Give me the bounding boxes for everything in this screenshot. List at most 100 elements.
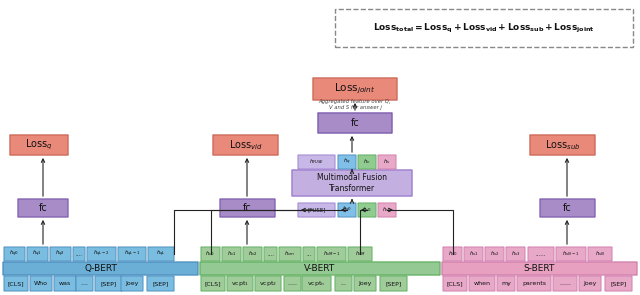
FancyBboxPatch shape <box>148 247 174 261</box>
FancyBboxPatch shape <box>553 276 577 291</box>
FancyBboxPatch shape <box>318 113 392 133</box>
Text: $h_{v2}$: $h_{v2}$ <box>248 250 257 258</box>
FancyBboxPatch shape <box>220 199 275 217</box>
Text: fc: fc <box>351 118 360 128</box>
FancyBboxPatch shape <box>348 247 372 261</box>
Text: Joey: Joey <box>583 281 596 286</box>
FancyBboxPatch shape <box>317 247 346 261</box>
Text: $h_v$: $h_v$ <box>363 158 371 166</box>
Text: $h_{s0}$: $h_{s0}$ <box>382 206 392 214</box>
FancyBboxPatch shape <box>27 247 48 261</box>
Text: ......: ...... <box>559 281 571 286</box>
FancyBboxPatch shape <box>4 276 28 291</box>
Text: [SEP]: [SEP] <box>100 281 116 286</box>
FancyBboxPatch shape <box>354 276 376 291</box>
FancyBboxPatch shape <box>556 247 586 261</box>
FancyBboxPatch shape <box>579 276 601 291</box>
FancyBboxPatch shape <box>335 9 633 47</box>
Text: [CLS]: [CLS] <box>8 281 24 286</box>
Text: fc: fc <box>243 203 252 213</box>
Text: $h_{q1}$: $h_{q1}$ <box>33 249 42 259</box>
Text: Loss$_{vid}$: Loss$_{vid}$ <box>228 138 262 152</box>
FancyBboxPatch shape <box>118 247 146 261</box>
Text: $h_{s0}$: $h_{s0}$ <box>447 250 458 258</box>
FancyBboxPatch shape <box>298 203 335 217</box>
FancyBboxPatch shape <box>588 247 612 261</box>
Text: parents: parents <box>522 281 546 286</box>
FancyBboxPatch shape <box>213 135 278 155</box>
FancyBboxPatch shape <box>358 203 376 217</box>
FancyBboxPatch shape <box>605 276 632 291</box>
Text: Loss$_{sub}$: Loss$_{sub}$ <box>545 138 580 152</box>
Text: Loss$_{q}$: Loss$_{q}$ <box>25 138 53 152</box>
Text: ....: .... <box>76 252 83 256</box>
Text: $h_{sN}$: $h_{sN}$ <box>595 250 605 258</box>
Text: vcpt$_2$: vcpt$_2$ <box>259 279 277 288</box>
FancyBboxPatch shape <box>284 276 301 291</box>
Text: Joey: Joey <box>125 281 139 286</box>
Text: ......: ...... <box>536 252 547 256</box>
FancyBboxPatch shape <box>469 276 495 291</box>
Text: ....: .... <box>267 252 274 256</box>
Text: S-BERT: S-BERT <box>524 264 555 273</box>
FancyBboxPatch shape <box>443 247 462 261</box>
Text: $h_{qL-1}$: $h_{qL-1}$ <box>124 249 140 259</box>
FancyBboxPatch shape <box>95 276 122 291</box>
FancyBboxPatch shape <box>54 276 76 291</box>
FancyBboxPatch shape <box>227 276 253 291</box>
FancyBboxPatch shape <box>338 155 356 169</box>
FancyBboxPatch shape <box>222 247 241 261</box>
Text: vcpt$_n$: vcpt$_n$ <box>307 279 326 288</box>
FancyBboxPatch shape <box>335 276 352 291</box>
Text: fc: fc <box>38 203 47 213</box>
FancyBboxPatch shape <box>528 247 554 261</box>
Text: [SEP]: [SEP] <box>385 281 402 286</box>
FancyBboxPatch shape <box>3 262 198 275</box>
Text: [CLS]: [CLS] <box>447 281 463 286</box>
Text: Loss$_{joint}$: Loss$_{joint}$ <box>335 82 376 96</box>
FancyBboxPatch shape <box>497 276 515 291</box>
FancyBboxPatch shape <box>76 276 93 291</box>
Text: V-BERT: V-BERT <box>305 264 335 273</box>
FancyBboxPatch shape <box>358 155 376 169</box>
FancyBboxPatch shape <box>338 203 356 217</box>
FancyBboxPatch shape <box>255 276 281 291</box>
FancyBboxPatch shape <box>264 247 277 261</box>
Text: $h_{qL}$: $h_{qL}$ <box>156 249 166 259</box>
Text: [SEP]: [SEP] <box>152 281 168 286</box>
FancyBboxPatch shape <box>378 203 396 217</box>
FancyBboxPatch shape <box>443 276 467 291</box>
Text: when: when <box>474 281 490 286</box>
FancyBboxPatch shape <box>298 155 335 169</box>
FancyBboxPatch shape <box>10 135 68 155</box>
Text: my: my <box>501 281 511 286</box>
Text: .....: ..... <box>287 281 298 286</box>
FancyBboxPatch shape <box>506 247 525 261</box>
Text: $\mathbf{Loss_{total} = Loss_q + Loss_{vid} + Loss_{sub} + Loss_{joint}}$: $\mathbf{Loss_{total} = Loss_q + Loss_{v… <box>373 22 595 35</box>
FancyBboxPatch shape <box>50 247 71 261</box>
Text: [CLS]: [CLS] <box>205 281 221 286</box>
Text: $h_{sN-1}$: $h_{sN-1}$ <box>563 250 580 258</box>
Text: fc: fc <box>563 203 572 213</box>
Text: ...: ... <box>307 252 312 256</box>
Text: Aggregated feature over Q,
V and S for answer j: Aggregated feature over Q, V and S for a… <box>319 99 391 110</box>
Text: ....: .... <box>81 281 88 286</box>
Text: Multimodal Fusion
Transformer: Multimodal Fusion Transformer <box>317 173 387 193</box>
FancyBboxPatch shape <box>378 155 396 169</box>
Text: vcpt$_1$: vcpt$_1$ <box>231 279 249 288</box>
Text: $h_{v0}$: $h_{v0}$ <box>362 206 372 214</box>
Text: $h_{q0}$: $h_{q0}$ <box>342 205 352 215</box>
FancyBboxPatch shape <box>4 247 25 261</box>
Text: [FUSE]: [FUSE] <box>307 207 326 212</box>
FancyBboxPatch shape <box>201 247 220 261</box>
FancyBboxPatch shape <box>442 262 637 275</box>
FancyBboxPatch shape <box>243 247 262 261</box>
FancyBboxPatch shape <box>201 276 225 291</box>
Text: ...: ... <box>340 281 346 286</box>
FancyBboxPatch shape <box>73 247 85 261</box>
FancyBboxPatch shape <box>303 247 315 261</box>
FancyBboxPatch shape <box>540 199 595 217</box>
FancyBboxPatch shape <box>121 276 143 291</box>
Text: Joey: Joey <box>358 281 372 286</box>
FancyBboxPatch shape <box>30 276 52 291</box>
